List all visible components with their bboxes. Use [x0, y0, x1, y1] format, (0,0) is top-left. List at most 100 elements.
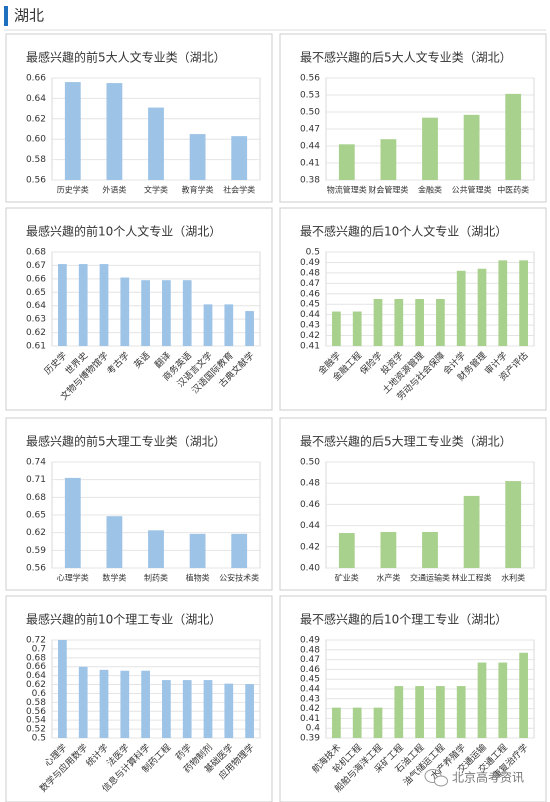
chart-title: 最不感兴趣的后5大人文专业类（湖北） [300, 50, 512, 65]
x-tick-label: 物流管理类 [327, 185, 367, 195]
y-tick-label: 0.64 [26, 671, 46, 681]
x-tick-label: 金融类 [418, 185, 442, 195]
header-bar [4, 6, 8, 26]
y-tick-label: 0.43 [300, 321, 320, 331]
x-tick-label: 植物类 [186, 573, 210, 583]
y-tick-label: 0.66 [26, 74, 46, 84]
bar [415, 686, 424, 738]
y-tick-label: 0.59 [26, 546, 46, 556]
y-tick-label: 0.67 [26, 261, 46, 271]
y-tick-label: 0.56 [300, 74, 320, 84]
y-tick-label: 0.56 [26, 176, 46, 186]
y-tick-label: 0.41 [300, 159, 320, 169]
bar [148, 530, 164, 568]
bar [58, 640, 67, 738]
bar [182, 680, 192, 738]
y-tick-label: 0.62 [26, 528, 46, 538]
y-tick-label: 0.72 [26, 636, 46, 646]
watermark: 北京高考资讯 [452, 770, 524, 785]
y-tick-label: 0.66 [26, 662, 46, 672]
bar [162, 680, 171, 738]
bar [332, 311, 341, 346]
y-tick-label: 0.5 [32, 734, 46, 744]
bar [245, 684, 254, 738]
x-tick-label: 林业工程类 [452, 573, 492, 583]
bar [58, 264, 67, 346]
bar [373, 707, 383, 738]
bar [394, 686, 404, 738]
x-tick-label: 教育学类 [182, 185, 214, 195]
x-tick-label: 社会学类 [223, 185, 255, 195]
y-tick-label: 0.68 [26, 493, 46, 503]
bar [505, 93, 522, 180]
y-tick-label: 0.62 [26, 328, 46, 338]
y-tick-label: 0.42 [300, 704, 320, 714]
bar [141, 280, 150, 346]
header-title: 湖北 [14, 7, 44, 25]
y-tick-label: 0.44 [300, 310, 320, 320]
y-tick-label: 0.66 [26, 274, 46, 284]
bar [477, 662, 487, 738]
chart-title: 最不感兴趣的后10个人文专业（湖北） [300, 224, 507, 239]
y-tick-label: 0.42 [300, 331, 320, 341]
y-tick-label: 0.42 [300, 542, 320, 552]
bar [189, 134, 206, 180]
bar [148, 107, 164, 180]
bar [106, 83, 123, 180]
y-tick-label: 0.44 [300, 142, 320, 152]
y-tick-label: 0.48 [300, 645, 320, 655]
bar [203, 680, 213, 738]
x-tick-label: 数学类 [102, 573, 126, 583]
chart-title: 最不感兴趣的后5大理工专业类（湖北） [300, 434, 512, 449]
chart-title: 最感兴趣的前10个理工专业（湖北） [26, 612, 221, 627]
x-tick-label: 中医药类 [497, 185, 529, 195]
y-tick-label: 0.62 [26, 114, 46, 124]
y-tick-label: 0.40 [300, 564, 320, 574]
bar [64, 477, 81, 568]
bar [189, 533, 206, 568]
bar [463, 114, 480, 180]
bar [224, 683, 234, 738]
bar [99, 264, 109, 346]
bar [373, 299, 383, 346]
bar [106, 516, 123, 568]
y-tick-label: 0.58 [26, 698, 46, 708]
bar [456, 270, 466, 346]
y-tick-label: 0.62 [26, 680, 46, 690]
y-tick-label: 0.4 [306, 724, 321, 734]
bar [380, 139, 397, 180]
y-tick-label: 0.50 [300, 458, 320, 468]
bar [505, 481, 522, 568]
y-tick-label: 0.46 [300, 665, 320, 675]
y-tick-label: 0.41 [300, 714, 320, 724]
y-tick-label: 0.49 [300, 636, 320, 646]
bar [245, 311, 254, 346]
y-tick-label: 0.64 [26, 94, 46, 104]
bar [380, 531, 397, 568]
x-tick-label: 水利类 [501, 573, 525, 583]
y-tick-label: 0.47 [300, 279, 320, 289]
bar [519, 260, 528, 346]
x-tick-label: 公安技术类 [219, 573, 259, 583]
y-tick-label: 0.47 [300, 125, 320, 135]
y-tick-label: 0.44 [300, 521, 320, 531]
chart-panel [5, 417, 273, 591]
x-tick-label: 历史学类 [57, 185, 89, 195]
bar [456, 686, 466, 738]
y-tick-label: 0.56 [26, 707, 46, 717]
chart-title: 最感兴趣的前10个人文专业（湖北） [26, 224, 221, 239]
y-tick-label: 0.58 [26, 155, 46, 165]
y-tick-label: 0.68 [26, 653, 46, 663]
chart-title: 最感兴趣的前5大理工专业类（湖北） [26, 434, 226, 449]
y-tick-label: 0.7 [32, 644, 46, 654]
chart-panel [279, 33, 547, 203]
chart-title: 最不感兴趣的后10个理工专业（湖北） [300, 612, 507, 627]
bar [99, 669, 109, 738]
y-tick-label: 0.43 [300, 694, 320, 704]
y-tick-label: 0.6 [32, 689, 47, 699]
y-tick-label: 0.74 [26, 458, 46, 468]
bar [141, 670, 150, 738]
chart-panel [5, 33, 273, 203]
x-tick-label: 外语类 [102, 185, 126, 195]
